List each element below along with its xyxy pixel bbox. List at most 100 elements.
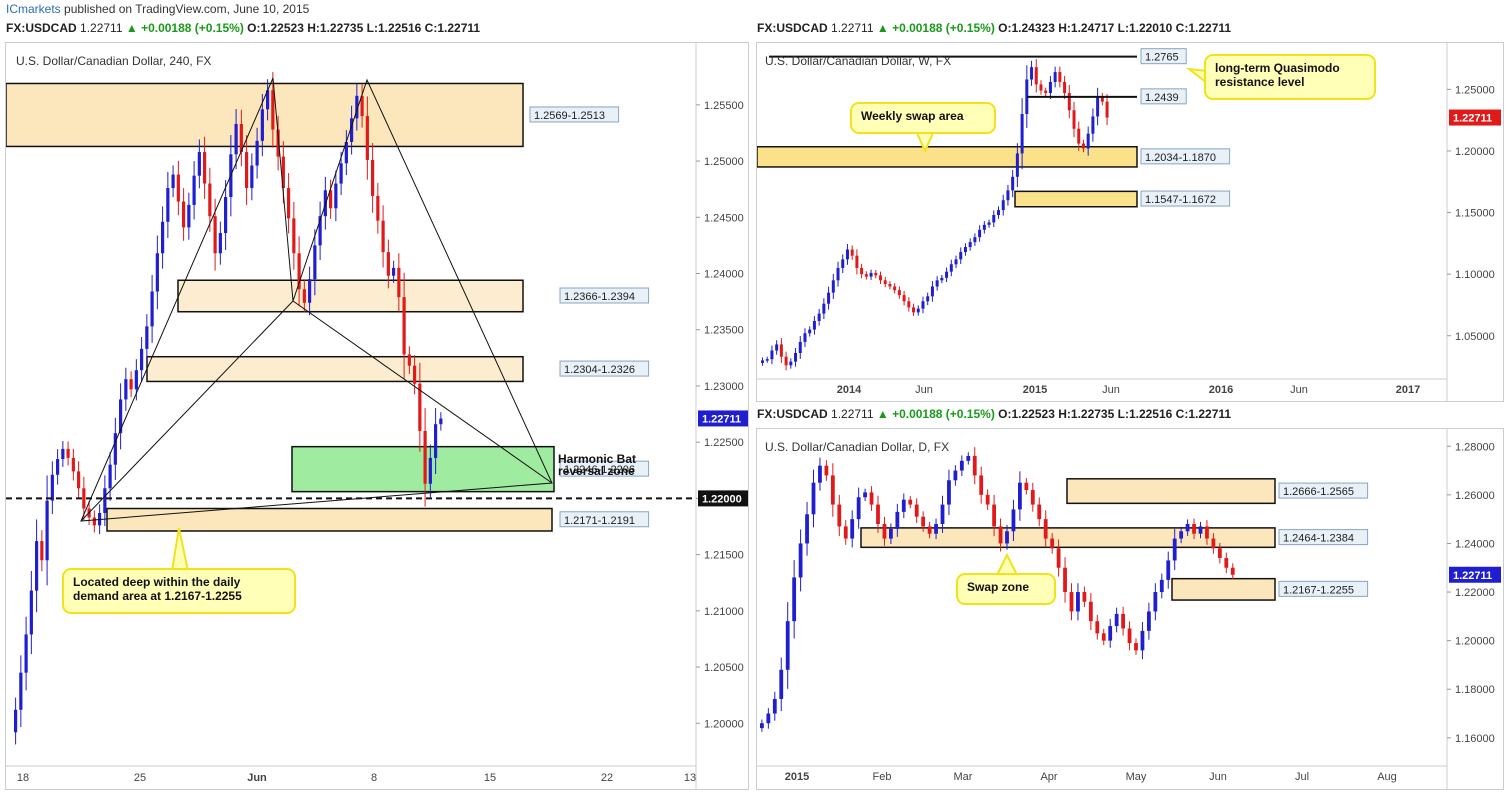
weekly-candles <box>761 59 1109 371</box>
daily-x-tick-label: Feb <box>873 771 892 783</box>
daily-candle <box>1005 531 1009 544</box>
weekly-candle <box>987 222 991 225</box>
h4-candle <box>413 365 417 384</box>
weekly-candle <box>798 341 802 354</box>
daily-candle <box>1153 592 1158 612</box>
h4-candle <box>350 118 354 142</box>
daily-candle <box>927 526 932 534</box>
daily-candle <box>1185 524 1190 532</box>
daily-y-tick-label: 1.20000 <box>1455 636 1495 648</box>
weekly-candle <box>973 237 977 243</box>
weekly-swap-note-text: Weekly swap area <box>861 109 964 123</box>
daily-last-price-badge <box>1449 566 1501 583</box>
h4-high: H:1.22735 <box>307 21 364 35</box>
weekly-candle <box>1001 200 1005 211</box>
weekly-candle <box>963 247 967 252</box>
weekly-last-price-label: 1.22711 <box>1453 113 1492 125</box>
h4-x-tick-label: Jun <box>247 772 267 784</box>
published-text: published on TradingView.com, June 10, 2… <box>64 2 310 16</box>
daily-candle <box>1011 509 1016 532</box>
h4-candle <box>134 370 138 390</box>
weekly-candle <box>817 313 821 321</box>
h4-chart-svg[interactable]: U.S. Dollar/Canadian Dollar, 240, FX 1.2… <box>5 43 750 789</box>
daily-candle <box>1192 524 1196 534</box>
h4-candle <box>281 156 285 189</box>
weekly-candle <box>779 344 783 357</box>
weekly-candle <box>1086 133 1090 149</box>
daily-zone <box>860 527 1276 549</box>
daily-candle <box>1198 526 1203 534</box>
daily-last: 1.22711 <box>831 407 874 421</box>
weekly-high: H:1.24717 <box>1058 21 1115 35</box>
daily-price-axis: 1.28000 1.26000 1.24000 1.22000 1.20000 1.180… <box>1447 441 1495 745</box>
weekly-y-tick-label: 1.05000 <box>1455 331 1495 343</box>
weekly-zone <box>1014 190 1138 208</box>
h4-candle <box>203 152 207 184</box>
publisher-link[interactable]: ICmarkets <box>6 2 61 16</box>
weekly-zone-label: 1.2034-1.1870 <box>1145 152 1216 164</box>
h4-zone <box>5 82 524 148</box>
weekly-time-axis: 2014 Jun 2015 Jun 2016 Jun 2017 <box>837 384 1420 396</box>
weekly-candle <box>1044 90 1048 94</box>
h4-candle <box>176 174 180 202</box>
h4-x-tick-label: 8 <box>371 772 377 784</box>
weekly-zone-label-box <box>1140 190 1231 207</box>
weekly-candle <box>897 290 901 296</box>
h4-symbol: FX:USDCAD <box>6 21 77 35</box>
weekly-candle <box>982 224 986 230</box>
daily-chart-panel[interactable]: U.S. Dollar/Canadian Dollar, D, FX 1.280… <box>756 428 1504 790</box>
weekly-candle <box>765 359 769 361</box>
h4-candle <box>318 216 322 246</box>
weekly-candle <box>845 249 849 260</box>
daily-candle <box>811 482 816 515</box>
h4-last-price-badge <box>698 410 750 427</box>
h4-candle <box>19 672 23 710</box>
h4-zone <box>177 279 524 313</box>
weekly-candle <box>879 275 882 281</box>
daily-candle <box>1224 558 1229 568</box>
weekly-level-label: 1.2439 <box>1145 92 1179 104</box>
h4-change: ▲ +0.00188 (+0.15%) <box>125 21 244 35</box>
daily-candle <box>1172 538 1177 561</box>
h4-y-tick-label: 1.23000 <box>704 381 744 393</box>
weekly-candle <box>1072 110 1076 129</box>
h4-candle <box>213 216 217 254</box>
weekly-y-tick-label: 1.15000 <box>1455 208 1495 220</box>
h4-candle <box>250 165 254 189</box>
weekly-x-tick-label: 2016 <box>1209 384 1233 396</box>
weekly-chart-svg[interactable]: U.S. Dollar/Canadian Dollar, W, FX 1.250… <box>756 43 1503 401</box>
weekly-low: L:1.22010 <box>1117 21 1173 35</box>
weekly-candle <box>869 272 873 277</box>
daily-info-line: FX:USDCAD 1.22711 ▲ +0.00188 (+0.15%) O:… <box>757 407 1231 421</box>
daily-zone-label-box <box>1278 482 1369 499</box>
h4-bat-label: Harmonic Bat <box>558 452 636 466</box>
h4-candle <box>339 163 343 184</box>
daily-candle <box>1018 482 1022 510</box>
daily-candle <box>772 698 777 714</box>
h4-bat-label: reversal zone <box>558 464 635 478</box>
daily-chart-svg[interactable]: U.S. Dollar/Canadian Dollar, D, FX 1.280… <box>757 429 1503 789</box>
weekly-chart-panel[interactable]: U.S. Dollar/Canadian Dollar, W, FX 1.250… <box>756 42 1504 402</box>
daily-candle <box>1069 592 1074 612</box>
daily-candle <box>1043 519 1048 539</box>
daily-y-tick-label: 1.28000 <box>1455 441 1495 453</box>
weekly-candle <box>1096 96 1100 117</box>
daily-y-tick-label: 1.18000 <box>1455 684 1495 696</box>
daily-candle <box>856 497 861 520</box>
h4-candle <box>35 541 39 591</box>
daily-last-price-label: 1.22711 <box>1453 570 1492 582</box>
h4-chart-panel[interactable]: U.S. Dollar/Canadian Dollar, 240, FX 1.2… <box>5 42 750 790</box>
h4-candle <box>255 140 259 166</box>
h4-candle <box>434 424 438 458</box>
daily-y-tick-label: 1.22000 <box>1455 587 1495 599</box>
weekly-candle <box>916 308 920 313</box>
h4-candle <box>439 418 443 425</box>
h4-candle <box>56 459 60 475</box>
daily-candle <box>1095 621 1100 634</box>
h4-candle <box>266 90 270 110</box>
weekly-zone-label-box <box>1140 148 1231 165</box>
daily-candle <box>779 669 784 699</box>
weekly-candle <box>1053 72 1057 82</box>
weekly-candle <box>888 284 892 287</box>
daily-high: H:1.22735 <box>1058 407 1115 421</box>
